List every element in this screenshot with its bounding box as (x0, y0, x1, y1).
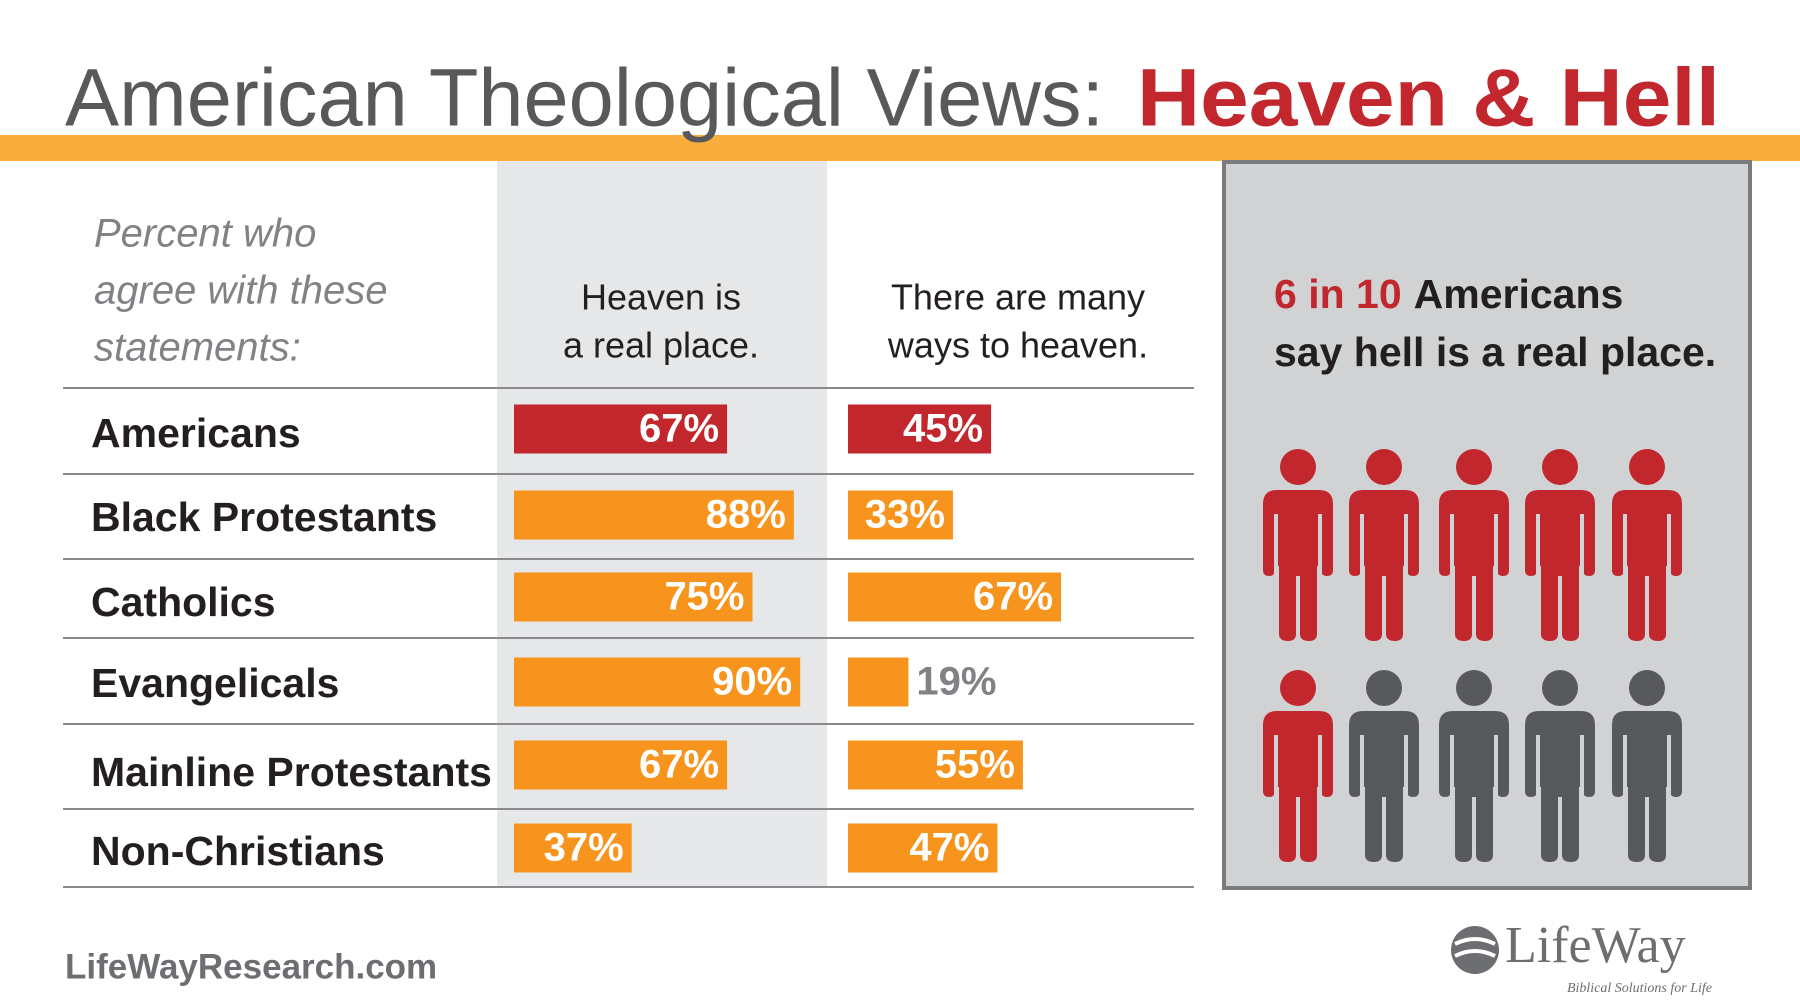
category-label: Black Protestants (91, 494, 437, 540)
callout-line: say hell is a real place. (1274, 329, 1716, 375)
bar (848, 657, 909, 707)
value-label: 90% (712, 660, 792, 704)
person-icon (1349, 449, 1419, 641)
icon-head (1366, 670, 1402, 706)
chart-title-highlight: Heaven & Hell (1137, 53, 1720, 144)
category-label: Evangelicals (91, 660, 339, 706)
bar (514, 404, 728, 454)
value-label: 88% (706, 493, 786, 537)
person-icon (1612, 670, 1682, 862)
logo-mark-lines (1454, 937, 1496, 958)
value-label: 67% (639, 407, 719, 451)
chart-title: American Theological Views: (65, 53, 1104, 144)
icon-body (1612, 490, 1682, 641)
person-icon (1525, 449, 1595, 641)
value-label: 33% (865, 493, 945, 537)
value-label: 55% (935, 743, 1015, 787)
icon-head (1629, 670, 1665, 706)
icon-head (1280, 670, 1316, 706)
bar (848, 572, 1062, 622)
icon-body (1349, 711, 1419, 862)
icon-body (1263, 490, 1333, 641)
category-label: Catholics (91, 579, 276, 625)
icon-head (1542, 670, 1578, 706)
value-label: 75% (664, 575, 744, 619)
bar (848, 490, 953, 540)
icon-body (1263, 711, 1333, 862)
icon-body (1525, 490, 1595, 641)
logo: LifeWay Biblical Solutions for Life (1451, 917, 1712, 996)
column-header: ways to heaven. (887, 325, 1148, 366)
icon-body (1349, 490, 1419, 641)
person-icon (1525, 670, 1595, 862)
icon-head (1456, 449, 1492, 485)
icon-body (1612, 711, 1682, 862)
person-icon (1612, 449, 1682, 641)
person-icon (1439, 449, 1509, 641)
icon-head (1542, 449, 1578, 485)
bar (514, 572, 753, 622)
icon-head (1366, 449, 1402, 485)
value-label: 67% (973, 575, 1053, 619)
subtitle: agree with these (94, 269, 388, 313)
bar (514, 823, 632, 873)
bar (514, 657, 801, 707)
person-icon (1349, 670, 1419, 862)
icon-body (1525, 711, 1595, 862)
footer-url: LifeWayResearch.com (65, 947, 437, 986)
category-label: Mainline Protestants (91, 749, 492, 795)
column-header: Heaven is (581, 277, 741, 318)
icon-head (1629, 449, 1665, 485)
value-label: 67% (639, 743, 719, 787)
chart-area: Percent who agree with these statements: He… (63, 212, 1716, 888)
icon-head (1456, 670, 1492, 706)
person-icon (1263, 449, 1333, 641)
title-band (0, 135, 1800, 161)
person-icon (1439, 670, 1509, 862)
column-header: a real place. (563, 325, 759, 366)
bar (514, 490, 794, 540)
bar (848, 823, 998, 873)
value-label: 19% (916, 660, 996, 704)
category-label: Non-Christians (91, 828, 385, 874)
bar (848, 404, 992, 454)
person-icon (1263, 670, 1333, 862)
bar (848, 740, 1023, 790)
callout-highlight: 6 in 10 (1274, 271, 1402, 317)
subtitle: Percent who (94, 212, 316, 256)
logo-text: LifeWay (1505, 917, 1686, 974)
value-label: 37% (544, 826, 624, 870)
callout-text: 6 in 10 Americans (1274, 271, 1623, 317)
value-label: 47% (909, 826, 989, 870)
icon-body (1439, 711, 1509, 862)
callout-line: Americans (1414, 271, 1624, 317)
icon-head (1280, 449, 1316, 485)
value-label: 45% (903, 407, 983, 451)
icon-body (1439, 490, 1509, 641)
category-label: Americans (91, 410, 301, 456)
logo-tagline: Biblical Solutions for Life (1567, 981, 1712, 996)
bar (514, 740, 728, 790)
subtitle: statements: (94, 326, 301, 370)
column-header: There are many (891, 277, 1145, 318)
